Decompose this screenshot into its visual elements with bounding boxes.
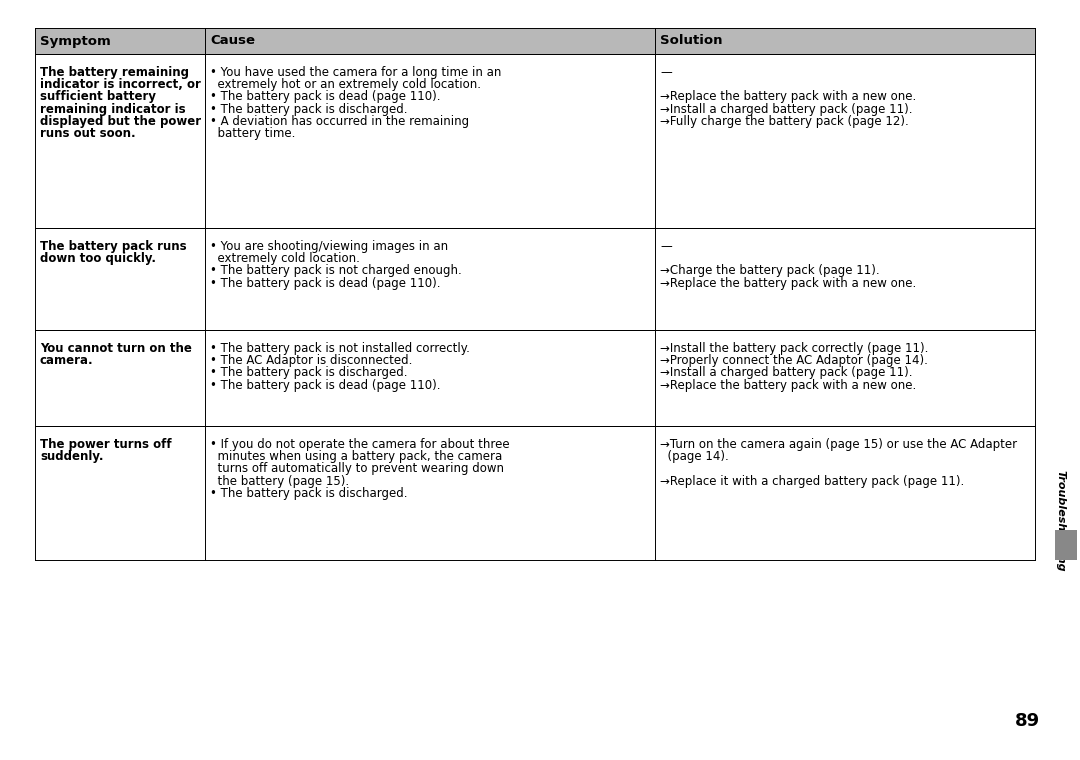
Text: • The battery pack is dead (page 110).: • The battery pack is dead (page 110). — [210, 378, 441, 391]
Text: —: — — [660, 66, 672, 79]
Text: • The battery pack is dead (page 110).: • The battery pack is dead (page 110). — [210, 277, 441, 290]
Bar — [35, 54, 1035, 228]
Text: →Replace the battery pack with a new one.: →Replace the battery pack with a new one… — [660, 378, 916, 391]
Text: runs out soon.: runs out soon. — [40, 128, 136, 141]
Text: Symptom: Symptom — [40, 34, 111, 47]
Text: →Turn on the camera again (page 15) or use the AC Adapter: →Turn on the camera again (page 15) or u… — [660, 438, 1017, 451]
Text: Solution: Solution — [660, 34, 723, 47]
Text: • You have used the camera for a long time in an: • You have used the camera for a long ti… — [210, 66, 501, 79]
Bar — [35, 228, 1035, 330]
Text: remaining indicator is: remaining indicator is — [40, 103, 186, 116]
Text: • The battery pack is dead (page 110).: • The battery pack is dead (page 110). — [210, 90, 441, 103]
Text: Cause: Cause — [210, 34, 255, 47]
Text: The power turns off: The power turns off — [40, 438, 172, 451]
Text: →Install a charged battery pack (page 11).: →Install a charged battery pack (page 11… — [660, 366, 913, 379]
Text: turns off automatically to prevent wearing down: turns off automatically to prevent weari… — [210, 462, 504, 476]
Text: →Install the battery pack correctly (page 11).: →Install the battery pack correctly (pag… — [660, 342, 929, 355]
Text: (page 14).: (page 14). — [660, 450, 729, 463]
Text: sufficient battery: sufficient battery — [40, 90, 156, 103]
Text: →Properly connect the AC Adaptor (page 14).: →Properly connect the AC Adaptor (page 1… — [660, 354, 928, 367]
Text: • The AC Adaptor is disconnected.: • The AC Adaptor is disconnected. — [210, 354, 413, 367]
Text: • A deviation has occurred in the remaining: • A deviation has occurred in the remain… — [210, 115, 469, 128]
Bar — [35, 28, 1035, 54]
Text: minutes when using a battery pack, the camera: minutes when using a battery pack, the c… — [210, 450, 502, 463]
Text: • The battery pack is not charged enough.: • The battery pack is not charged enough… — [210, 264, 462, 277]
Text: →Replace it with a charged battery pack (page 11).: →Replace it with a charged battery pack … — [660, 475, 964, 488]
Text: • The battery pack is not installed correctly.: • The battery pack is not installed corr… — [210, 342, 470, 355]
Text: You cannot turn on the: You cannot turn on the — [40, 342, 192, 355]
Text: • The battery pack is discharged.: • The battery pack is discharged. — [210, 103, 407, 116]
Text: down too quickly.: down too quickly. — [40, 252, 156, 265]
Text: camera.: camera. — [40, 354, 94, 367]
Text: displayed but the power: displayed but the power — [40, 115, 201, 128]
Text: →Charge the battery pack (page 11).: →Charge the battery pack (page 11). — [660, 264, 879, 277]
Text: • If you do not operate the camera for about three: • If you do not operate the camera for a… — [210, 438, 510, 451]
Text: extremely hot or an extremely cold location.: extremely hot or an extremely cold locat… — [210, 78, 481, 91]
Text: battery time.: battery time. — [210, 128, 295, 141]
Text: →Replace the battery pack with a new one.: →Replace the battery pack with a new one… — [660, 277, 916, 290]
Text: →Fully charge the battery pack (page 12).: →Fully charge the battery pack (page 12)… — [660, 115, 908, 128]
Text: indicator is incorrect, or: indicator is incorrect, or — [40, 78, 201, 91]
Text: suddenly.: suddenly. — [40, 450, 104, 463]
Text: • The battery pack is discharged.: • The battery pack is discharged. — [210, 366, 407, 379]
Text: • You are shooting/viewing images in an: • You are shooting/viewing images in an — [210, 240, 448, 253]
Text: extremely cold location.: extremely cold location. — [210, 252, 360, 265]
Text: Troubleshooting: Troubleshooting — [1055, 470, 1065, 572]
Text: the battery (page 15).: the battery (page 15). — [210, 475, 349, 488]
Text: The battery remaining: The battery remaining — [40, 66, 189, 79]
Bar — [35, 426, 1035, 560]
Text: The battery pack runs: The battery pack runs — [40, 240, 187, 253]
Text: • The battery pack is discharged.: • The battery pack is discharged. — [210, 487, 407, 500]
Text: —: — — [660, 240, 672, 253]
Bar — [1055, 530, 1077, 560]
Text: →Install a charged battery pack (page 11).: →Install a charged battery pack (page 11… — [660, 103, 913, 116]
Text: 89: 89 — [1015, 712, 1040, 730]
Bar — [35, 330, 1035, 426]
Text: →Replace the battery pack with a new one.: →Replace the battery pack with a new one… — [660, 90, 916, 103]
